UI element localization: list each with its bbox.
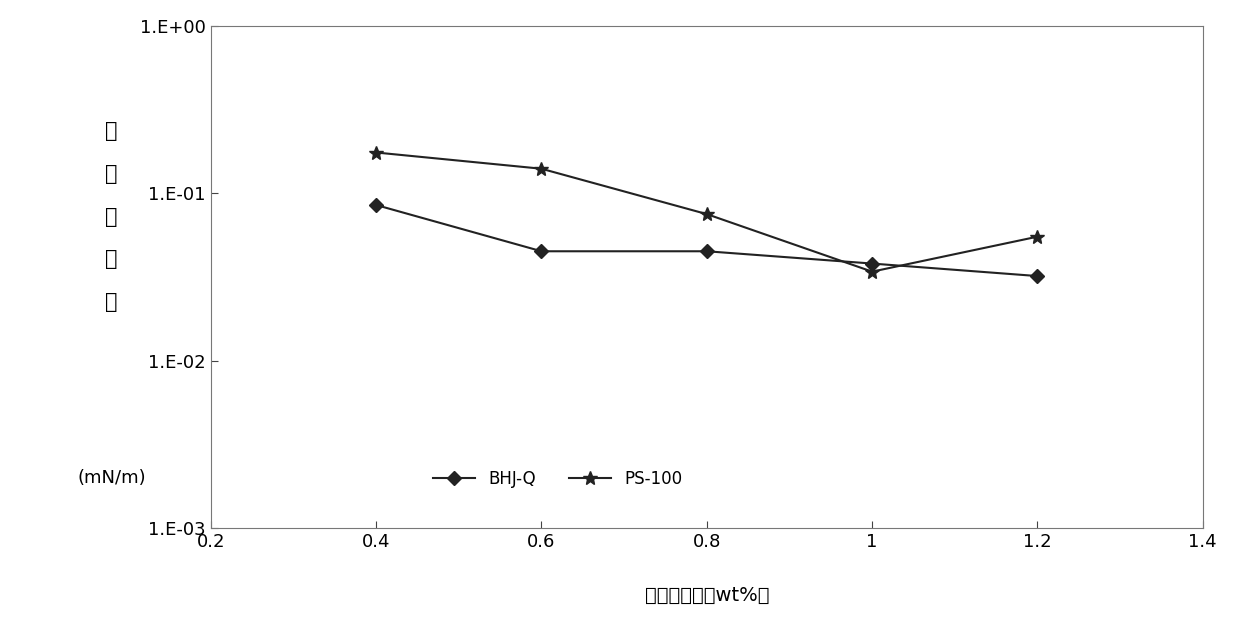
Legend: BHJ-Q, PS-100: BHJ-Q, PS-100 — [427, 463, 689, 495]
Text: 力: 力 — [105, 249, 118, 269]
PS-100 — [864, 268, 879, 276]
PS-100 — [699, 210, 714, 218]
Text: 值: 值 — [105, 292, 118, 312]
BHJ-Q — [368, 201, 383, 209]
Text: 张: 张 — [105, 207, 118, 227]
X-axis label: 碳酸钠浓度（wt%）: 碳酸钠浓度（wt%） — [645, 585, 769, 605]
Text: 界: 界 — [105, 121, 118, 141]
Line: PS-100: PS-100 — [370, 146, 1044, 279]
PS-100 — [534, 165, 549, 173]
BHJ-Q — [864, 260, 879, 267]
Text: 面: 面 — [105, 164, 118, 184]
Text: (mN/m): (mN/m) — [77, 469, 146, 487]
BHJ-Q — [534, 247, 549, 255]
Line: BHJ-Q: BHJ-Q — [371, 200, 1043, 281]
PS-100 — [1030, 233, 1045, 241]
PS-100 — [368, 149, 383, 156]
BHJ-Q — [1030, 272, 1045, 280]
BHJ-Q — [699, 247, 714, 255]
